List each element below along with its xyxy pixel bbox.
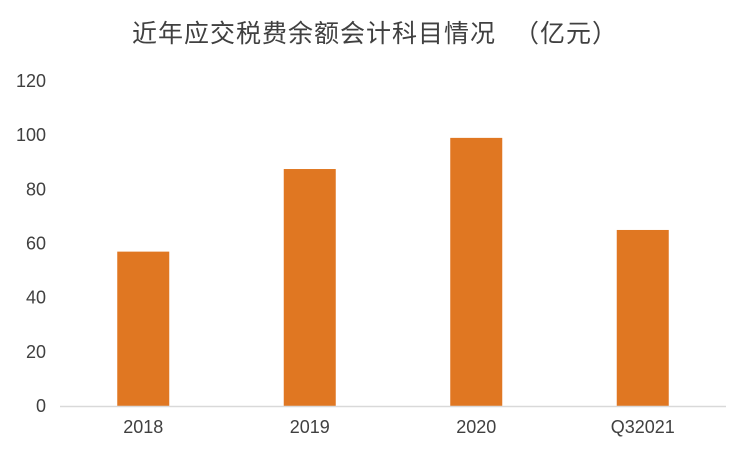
bar <box>283 169 336 406</box>
x-tick-label: 2019 <box>290 417 330 437</box>
y-axis-ticks: 0 20 40 60 80 100 120 <box>16 71 46 416</box>
y-tick-label: 20 <box>26 342 46 362</box>
y-tick-label: 100 <box>16 125 46 145</box>
bars <box>117 137 669 406</box>
bar <box>117 251 170 406</box>
chart-title: 近年应交税费余额会计科目情况 （亿元） <box>132 19 618 48</box>
x-tick-label: 2018 <box>123 417 163 437</box>
x-tick-label: 2020 <box>456 417 496 437</box>
x-axis-ticks: 2018 2019 2020 Q32021 <box>123 417 675 437</box>
bar <box>616 229 669 406</box>
y-tick-label: 120 <box>16 71 46 91</box>
y-tick-label: 60 <box>26 234 46 254</box>
y-tick-label: 0 <box>36 396 46 416</box>
bar <box>450 137 503 406</box>
x-tick-label: Q32021 <box>611 417 675 437</box>
y-tick-label: 40 <box>26 288 46 308</box>
y-tick-label: 80 <box>26 179 46 199</box>
